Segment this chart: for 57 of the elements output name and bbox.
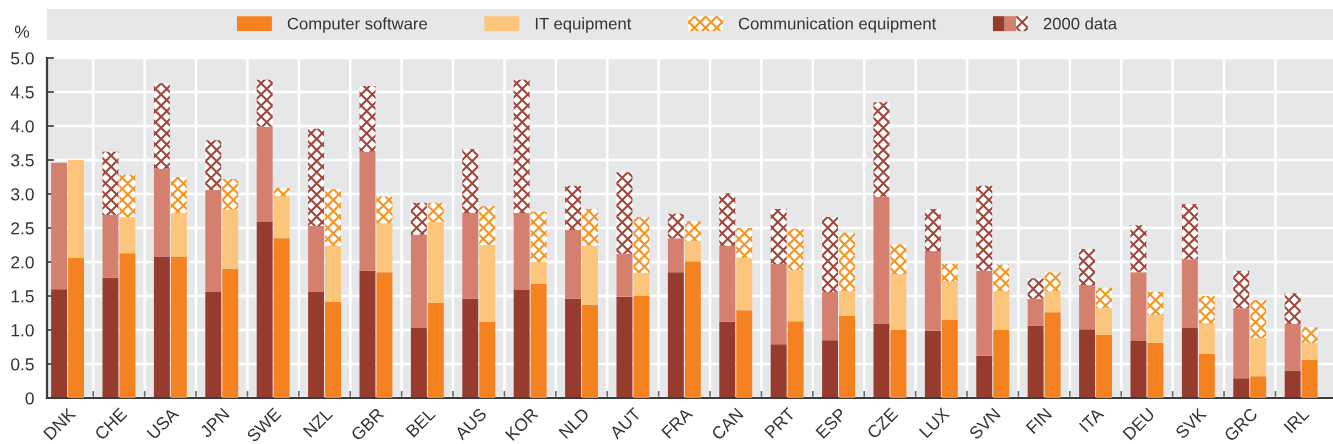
bar: [1233, 270, 1250, 309]
bar: [205, 140, 222, 190]
bar: [873, 196, 890, 324]
bar: [924, 208, 941, 252]
bar: [530, 262, 547, 284]
bar: [976, 270, 993, 356]
bar: [890, 244, 907, 275]
bar: [308, 128, 325, 226]
bar: [359, 85, 376, 152]
bar: [1181, 204, 1198, 260]
bar: [1284, 323, 1301, 371]
y-tick-label: 3.5: [11, 154, 34, 167]
legend-label: Computer software: [287, 17, 427, 33]
bar: [976, 185, 993, 271]
bar: [941, 264, 958, 282]
y-tick-label: 3.0: [11, 188, 34, 201]
y-tick-label: 2.0: [11, 256, 34, 269]
y-tick-label: 4.0: [10, 120, 34, 133]
x-tick-label: ITA: [1078, 406, 1105, 433]
y-tick-label: 1.0: [11, 324, 34, 337]
y-tick-label: 2.5: [11, 222, 34, 235]
x-tick-label: USA: [146, 406, 180, 440]
legend-label: IT equipment: [535, 17, 632, 33]
bar: [256, 79, 273, 127]
bar: [1181, 259, 1198, 328]
bar: [513, 79, 530, 214]
y-tick-label: 4.5: [10, 86, 34, 99]
x-tick-label: FIN: [1025, 407, 1053, 434]
y-tick-label: 5.0: [11, 52, 34, 65]
x-tick-label: NZL: [302, 407, 334, 438]
x-tick-label: FRA: [661, 406, 694, 439]
legend-label: Communication equipment: [738, 17, 937, 33]
x-tick-label: JPN: [199, 407, 230, 439]
bar: [924, 251, 941, 331]
bar: [222, 179, 239, 210]
y-tick-label: 0: [25, 392, 34, 405]
text: 2000 data: [1043, 17, 1118, 30]
bar: [376, 196, 393, 224]
bar: [462, 149, 479, 214]
x-tick-label: IRL: [1283, 407, 1310, 434]
bar: [1079, 285, 1096, 330]
y-axis-title: %: [14, 25, 30, 38]
bar: [359, 151, 376, 271]
bar: [616, 172, 633, 254]
bar: [1130, 272, 1147, 341]
bar: [873, 102, 890, 197]
bar: [719, 193, 736, 246]
y-tick-label: 0.5: [11, 358, 34, 371]
bar: [273, 187, 290, 197]
bar: [1130, 225, 1147, 273]
bar: [1284, 293, 1301, 324]
bar: [256, 126, 273, 222]
bar: [1079, 249, 1096, 286]
y-tick-label: 1.5: [11, 290, 34, 303]
bar: [153, 168, 170, 257]
bar: [153, 83, 170, 169]
x-tick-label: BEL: [405, 407, 436, 438]
